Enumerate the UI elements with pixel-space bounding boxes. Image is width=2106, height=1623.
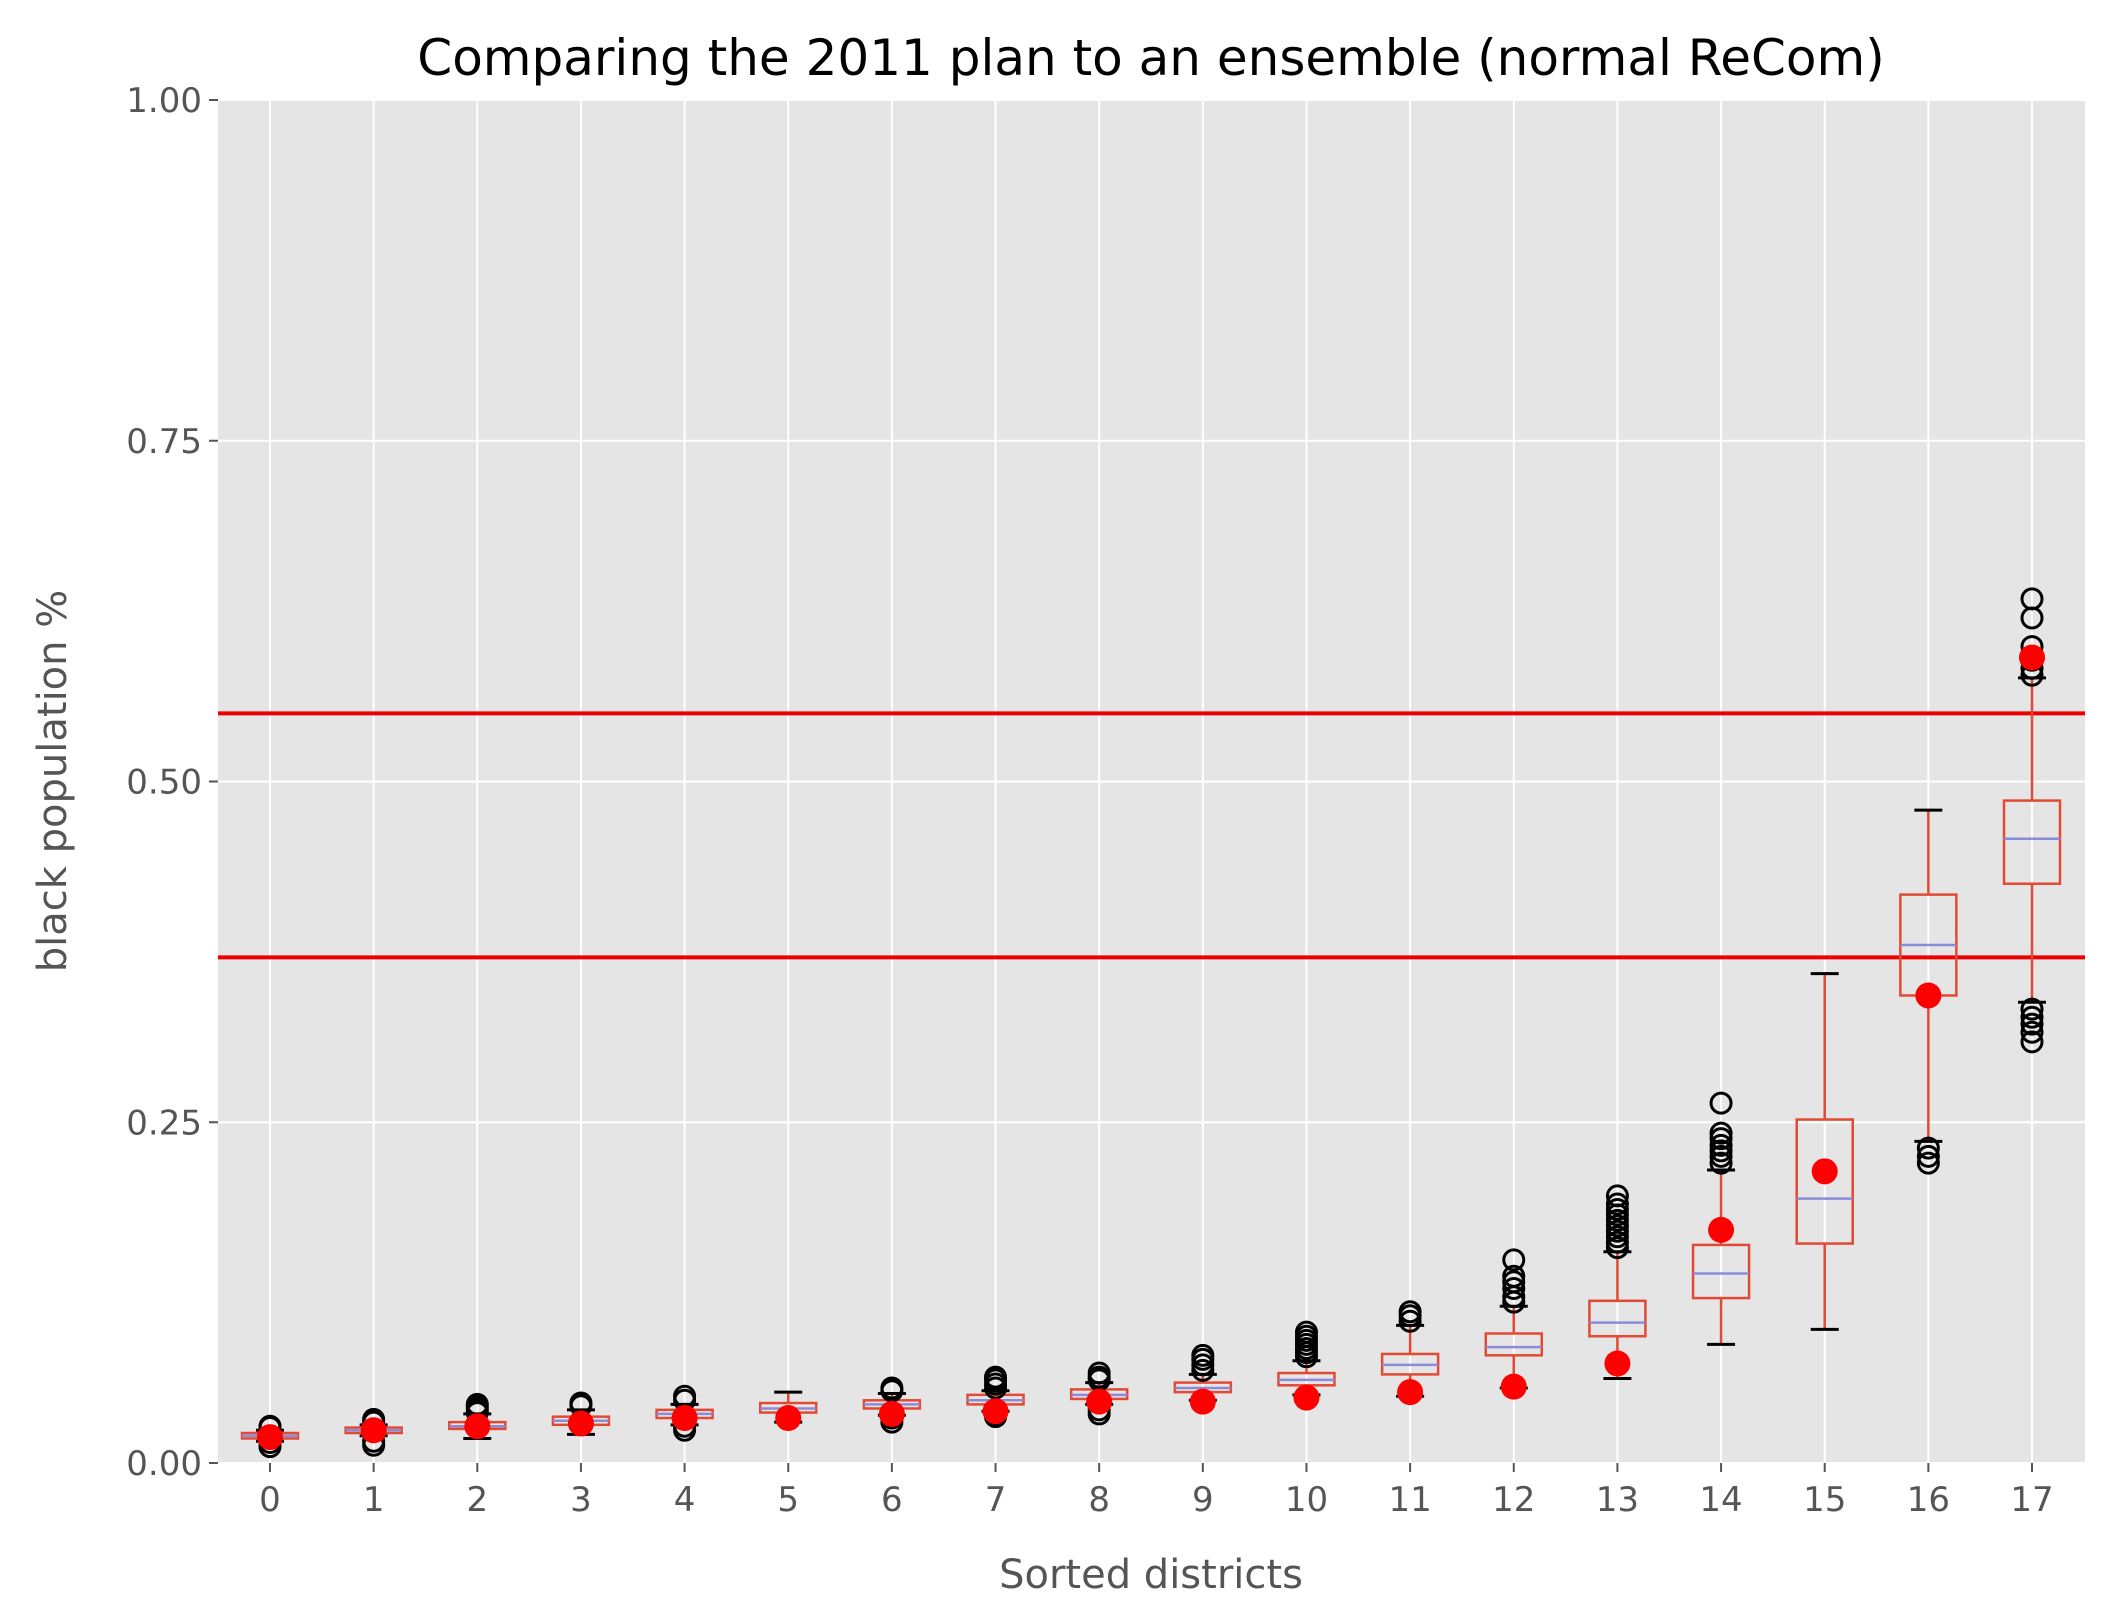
y-tick-label: 1.00 (126, 81, 202, 121)
box-10 (1277, 1320, 1336, 1397)
plan-2011-point (360, 1417, 387, 1444)
outlier-point (880, 1376, 904, 1400)
x-tick-label: 3 (570, 1480, 592, 1520)
box-iqr (1588, 1299, 1647, 1338)
plan-2011-point (257, 1424, 283, 1451)
plan-2011-point (1915, 982, 1942, 1009)
outlier-point (2020, 1012, 2044, 1036)
outlier-point (2020, 1005, 2044, 1029)
x-tick-label: 13 (1596, 1480, 1639, 1520)
x-tick-label: 1 (363, 1480, 385, 1520)
outlier-point (1191, 1343, 1215, 1367)
x-axis-label: Sorted districts (999, 1552, 1303, 1598)
plan-2011-point (775, 1405, 802, 1432)
chart-title: Comparing the 2011 plan to an ensemble (… (417, 29, 1884, 87)
outlier-point (1916, 1144, 1940, 1168)
outlier-point (1916, 1136, 1940, 1160)
x-tick-label: 11 (1388, 1480, 1431, 1520)
outlier-point (1605, 1184, 1629, 1208)
y-axis-label: black population % (30, 590, 76, 972)
box-iqr (2002, 799, 2062, 885)
box-12 (1484, 1248, 1544, 1390)
plan-2011-point (1500, 1373, 1527, 1400)
x-tick-label: 10 (1285, 1480, 1328, 1520)
y-tick-label: 0.25 (126, 1103, 202, 1143)
box-plots (240, 587, 2062, 1459)
plan-2011-point (1189, 1388, 1216, 1415)
x-tick-label: 5 (777, 1480, 799, 1520)
plan-2011-point (1604, 1350, 1631, 1377)
outlier-point (1709, 1151, 1733, 1175)
box-iqr (1691, 1243, 1751, 1300)
x-tick-label: 14 (1699, 1480, 1742, 1520)
outlier-point (1605, 1192, 1629, 1216)
outlier-point (1709, 1133, 1733, 1157)
x-tick-label: 0 (259, 1480, 281, 1520)
plan-2011-point (2019, 644, 2045, 671)
reference-lines (218, 711, 2085, 960)
plan-2011-point (1397, 1379, 1424, 1406)
plan-2011-point (878, 1400, 905, 1427)
x-tick-label: 8 (1088, 1480, 1110, 1520)
grid-lines (218, 99, 2085, 1464)
outlier-point (1916, 1151, 1940, 1175)
outlier-point (1398, 1300, 1422, 1324)
outlier-point (2020, 587, 2044, 611)
plan-2011-point (1708, 1216, 1735, 1243)
box-15 (1795, 972, 1854, 1331)
box-13 (1588, 1184, 1647, 1380)
y-tick-label: 0.75 (126, 422, 202, 462)
outlier-point (1502, 1277, 1526, 1301)
x-tick-label: 9 (1192, 1480, 1214, 1520)
y-axis-ticks: 0.00 0.25 0.50 0.75 1.00 (126, 81, 218, 1484)
outlier-point (2020, 997, 2044, 1021)
x-tick-label: 12 (1492, 1480, 1535, 1520)
x-tick-label: 6 (881, 1480, 903, 1520)
box-16 (1899, 808, 1958, 1175)
outlier-point (2020, 1020, 2044, 1044)
x-tick-label: 17 (2010, 1480, 2053, 1520)
plan-2011-points (257, 644, 2045, 1451)
outlier-point (984, 1365, 1008, 1389)
x-tick-label: 16 (1907, 1480, 1950, 1520)
y-tick-label: 0.50 (126, 763, 202, 803)
x-tick-label: 4 (674, 1480, 696, 1520)
plan-2011-point (1811, 1158, 1838, 1185)
outlier-point (1502, 1264, 1526, 1288)
box-iqr (1484, 1332, 1544, 1357)
outlier-point (2020, 1030, 2044, 1054)
plan-2011-point (982, 1398, 1009, 1425)
y-tick-label: 0.00 (126, 1444, 202, 1484)
plan-2011-point (1293, 1384, 1320, 1411)
outlier-point (1294, 1320, 1318, 1344)
plan-2011-point (464, 1413, 491, 1440)
outlier-point (1709, 1121, 1733, 1145)
outlier-point (1709, 1091, 1733, 1115)
plan-2011-point (671, 1405, 698, 1432)
x-tick-label: 7 (985, 1480, 1007, 1520)
outlier-point (1502, 1248, 1526, 1272)
x-tick-label: 15 (1803, 1480, 1846, 1520)
box-iqr (1795, 1118, 1854, 1245)
x-axis-ticks: 0 1 2 3 4 5 6 7 8 9 10 11 12 13 14 15 16 17 (259, 1463, 2054, 1520)
plan-2011-point (1086, 1388, 1113, 1415)
plan-2011-point (567, 1410, 594, 1437)
x-tick-label: 2 (466, 1480, 488, 1520)
outlier-point (1087, 1361, 1111, 1385)
